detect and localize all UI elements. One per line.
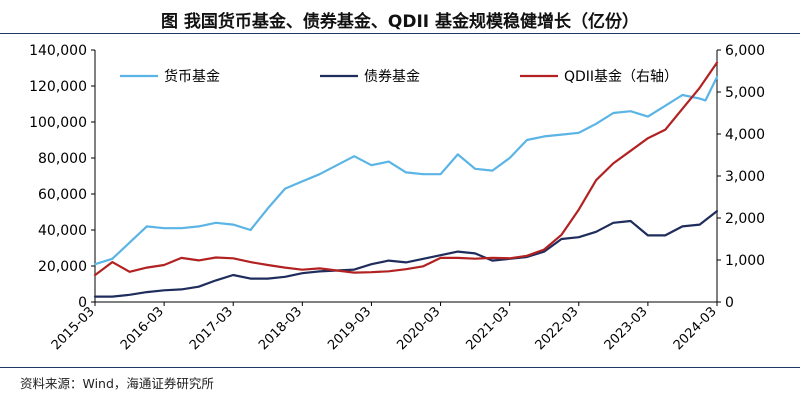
y-left-tick-label: 0 [78,295,87,311]
series-line [93,75,719,266]
y-left-tick-label: 140,000 [29,43,87,59]
x-tick-label: 2023-03 [602,304,651,353]
y-right-tick-label: 4,000 [725,127,765,143]
x-tick-label: 2021-03 [463,304,512,353]
y-right-tick-label: 5,000 [725,85,765,101]
series-line [93,210,719,298]
x-tick-label: 2015-03 [49,304,98,353]
y-right-tick-label: 6,000 [725,43,765,59]
y-right-tick-label: 1,000 [725,253,765,269]
x-tick-label: 2017-03 [187,304,236,353]
y-left-tick-label: 20,000 [38,259,87,275]
y-left-tick-label: 100,000 [29,115,87,131]
source-note: 资料来源：Wind，海通证券研究所 [20,376,214,391]
x-tick-label: 2019-03 [325,304,374,353]
y-right-tick-label: 3,000 [725,169,765,185]
x-tick-label: 2016-03 [118,304,167,353]
y-right-tick-label: 2,000 [725,211,765,227]
y-left-tick-label: 40,000 [38,223,87,239]
figure-title: 图 我国货币基金、债券基金、QDII 基金规模稳健增长（亿份） [160,12,640,32]
legend: 货币基金 债券基金 QDII基金（右轴） [120,68,678,85]
title-bar [0,0,800,34]
legend-label: 货币基金 [164,68,220,85]
legend-label: QDII基金（右轴） [564,68,678,85]
y-left-tick-label: 120,000 [29,79,87,95]
x-tick-label: 2024-03 [671,304,720,353]
x-tick-label: 2020-03 [394,304,443,353]
ticks-layer: 0 20,000 40,000 60,000 80,000 100,000 120,000 1… [29,43,765,353]
y-right-tick-label: 0 [725,295,734,311]
x-tick-label: 2018-03 [256,304,305,353]
source-divider [0,367,800,368]
y-left-tick-label: 60,000 [38,187,87,203]
legend-label: 债券基金 [364,68,420,85]
series-layer [93,61,719,298]
y-left-tick-label: 80,000 [38,151,87,167]
series-line [93,61,719,277]
x-tick-label: 2022-03 [533,304,582,353]
